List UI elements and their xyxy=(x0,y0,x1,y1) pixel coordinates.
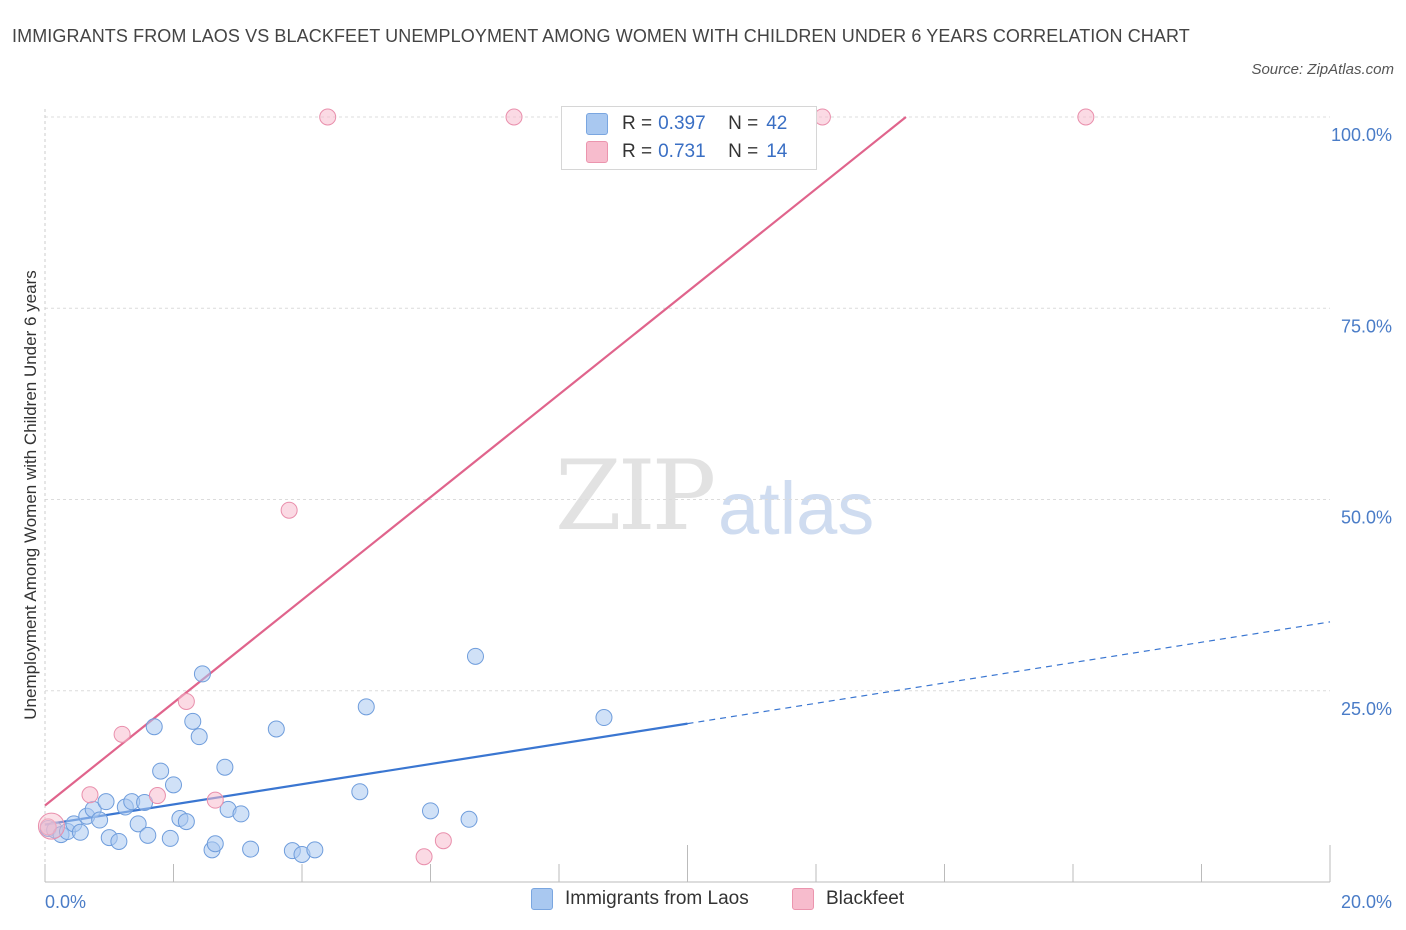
point-blackfeet xyxy=(81,786,99,804)
tick-labels: 25.0% 50.0% 75.0% 100.0% 0.0% 20.0% xyxy=(45,125,1392,912)
point-blackfeet xyxy=(37,812,65,840)
legend-n-value: 42 xyxy=(766,113,788,134)
point-laos xyxy=(351,783,369,801)
point-laos xyxy=(206,835,224,853)
legend-swatch-blue xyxy=(586,113,608,135)
axes xyxy=(44,109,1331,883)
point-blackfeet xyxy=(206,791,224,809)
point-blackfeet xyxy=(39,818,57,836)
watermark-atlas: atlas xyxy=(718,467,875,550)
legend-row-blackfeet: R = 0.731 N = 14 xyxy=(586,139,787,165)
legend-n-label: N = xyxy=(728,141,759,162)
point-blackfeet xyxy=(113,725,131,743)
legend-swatch-blue xyxy=(531,888,553,910)
point-blackfeet xyxy=(1077,108,1095,126)
trend-lines xyxy=(44,116,1331,826)
trend-line-laos xyxy=(44,722,688,826)
point-blackfeet xyxy=(505,108,523,126)
point-laos xyxy=(242,840,260,858)
legend-item-blackfeet: Blackfeet xyxy=(792,888,904,910)
point-laos xyxy=(422,802,439,820)
point-laos xyxy=(110,832,128,850)
point-laos xyxy=(152,762,170,780)
point-laos xyxy=(97,793,115,811)
chart-title: IMMIGRANTS FROM LAOS VS BLACKFEET UNEMPL… xyxy=(12,26,1190,46)
y-tick-label: 75.0% xyxy=(1341,316,1392,336)
point-laos xyxy=(177,813,195,831)
source-label: Source: ZipAtlas.com xyxy=(1251,61,1394,78)
point-laos xyxy=(184,712,202,730)
legend-swatch-pink xyxy=(586,141,608,163)
trend-line-laos-extension xyxy=(687,621,1331,725)
legend-row-laos: R = 0.397 N = 42 xyxy=(586,111,787,137)
legend-r-value: 0.731 xyxy=(658,141,706,162)
point-blackfeet xyxy=(319,108,337,126)
data-points xyxy=(37,108,1095,866)
legend-label-blackfeet: Blackfeet xyxy=(826,888,905,909)
grid-lines xyxy=(45,116,1330,692)
legend-item-laos: Immigrants from Laos xyxy=(531,888,749,910)
y-tick-label: 50.0% xyxy=(1341,508,1392,528)
point-laos xyxy=(232,805,250,823)
point-laos xyxy=(165,776,182,794)
y-axis-label: Unemployment Among Women with Children U… xyxy=(21,270,40,719)
point-laos xyxy=(267,720,285,738)
y-tick-label: 100.0% xyxy=(1331,125,1392,145)
point-laos xyxy=(306,841,324,859)
point-blackfeet xyxy=(434,832,452,850)
correlation-legend: R = 0.397 N = 42 R = 0.731 N = 14 xyxy=(561,106,817,170)
legend-n-value: 14 xyxy=(766,141,788,162)
trend-line-blackfeet xyxy=(44,116,907,807)
point-laos xyxy=(216,758,234,776)
legend-swatch-pink xyxy=(792,888,814,910)
point-laos xyxy=(466,647,484,665)
legend-r-label: R = xyxy=(622,113,653,134)
point-laos xyxy=(91,811,109,829)
point-blackfeet xyxy=(177,692,195,710)
point-blackfeet xyxy=(148,787,166,805)
legend-r-label: R = xyxy=(622,141,653,162)
legend-n-label: N = xyxy=(728,113,759,134)
point-laos xyxy=(193,665,211,683)
point-laos xyxy=(145,718,163,736)
point-laos xyxy=(161,829,179,847)
point-blackfeet xyxy=(280,501,298,519)
x-tick-label: 20.0% xyxy=(1341,892,1392,912)
legend-label-laos: Immigrants from Laos xyxy=(565,888,749,909)
legend-r-value: 0.397 xyxy=(658,113,706,134)
y-tick-label: 25.0% xyxy=(1341,699,1392,719)
point-laos xyxy=(139,826,157,844)
point-laos xyxy=(129,815,147,833)
point-blackfeet xyxy=(415,848,433,866)
watermark-zip: ZIP xyxy=(555,440,716,552)
point-laos xyxy=(357,698,375,716)
point-laos xyxy=(460,810,478,828)
series-legend: Immigrants from Laos Blackfeet xyxy=(0,888,1406,916)
point-laos xyxy=(595,709,613,727)
point-laos xyxy=(71,823,89,841)
x-tick-label: 0.0% xyxy=(45,892,86,912)
point-laos xyxy=(190,728,208,746)
